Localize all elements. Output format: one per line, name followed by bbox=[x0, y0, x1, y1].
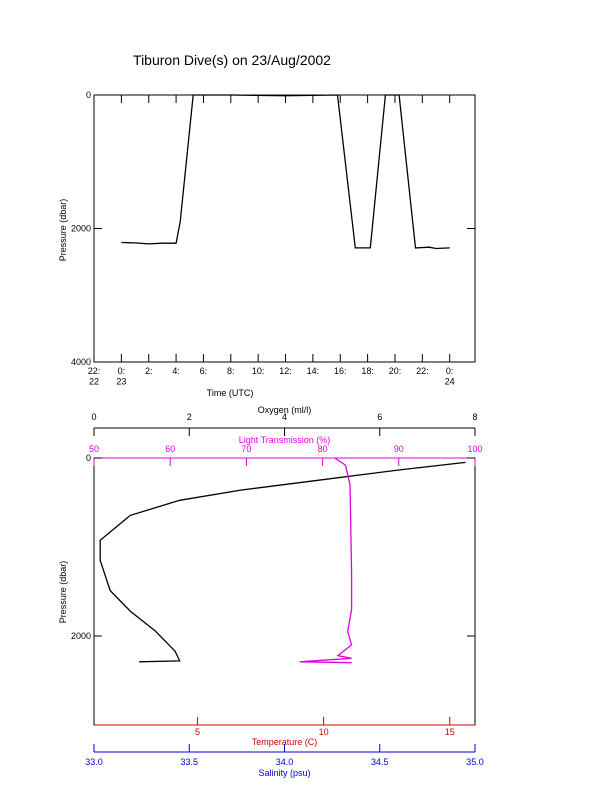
x-tick-label: 0: 24 bbox=[445, 366, 455, 386]
y-tick-label: 2000 bbox=[71, 631, 91, 641]
x-tick-label: 5 bbox=[195, 727, 200, 737]
x-tick-label: 15 bbox=[445, 727, 455, 737]
x-tick-label: 22: 22 bbox=[88, 366, 101, 386]
x-axis-title: Time (UTC) bbox=[207, 388, 254, 398]
data-line bbox=[299, 457, 353, 664]
x-tick-label: 16: bbox=[334, 366, 347, 376]
plot-frame bbox=[93, 94, 476, 363]
x-tick-label: 12: bbox=[279, 366, 292, 376]
x-tick-label: 4 bbox=[282, 412, 287, 422]
x-tick-label: 10: bbox=[252, 366, 265, 376]
x-tick-label: 0: 23 bbox=[116, 366, 126, 386]
y-axis-title: Pressure (dbar) bbox=[58, 561, 68, 624]
x-tick-label: 34.0 bbox=[276, 757, 294, 767]
x-tick-label: 8: bbox=[227, 366, 235, 376]
x-tick-label: 33.5 bbox=[180, 757, 198, 767]
data-line bbox=[121, 94, 450, 250]
y-tick-label: 0 bbox=[86, 453, 91, 463]
x-tick-label: 60 bbox=[165, 444, 175, 454]
x-tick-label: 20: bbox=[389, 366, 402, 376]
data-line bbox=[99, 461, 466, 663]
y-tick-label: 2000 bbox=[71, 224, 91, 234]
x-tick-label: 90 bbox=[394, 444, 404, 454]
x-tick-label: 100 bbox=[467, 444, 482, 454]
x-tick-label: 2: bbox=[145, 366, 153, 376]
chart-title: Tiburon Dive(s) on 23/Aug/2002 bbox=[133, 52, 331, 68]
x-axis-title: Temperature (C) bbox=[252, 737, 318, 747]
x-tick-label: 80 bbox=[318, 444, 328, 454]
x-tick-label: 14: bbox=[307, 366, 320, 376]
x-tick-label: 35.0 bbox=[466, 757, 484, 767]
x-tick-label: 0 bbox=[91, 412, 96, 422]
x-axis-title: Salinity (psu) bbox=[258, 768, 310, 778]
x-axis-title: Oxygen (ml/l) bbox=[258, 405, 312, 415]
x-tick-label: 33.0 bbox=[85, 757, 103, 767]
x-tick-label: 22: bbox=[416, 366, 429, 376]
x-tick-label: 6: bbox=[200, 366, 208, 376]
x-tick-label: 6 bbox=[377, 412, 382, 422]
x-axis-title: Light Transmission (%) bbox=[239, 435, 331, 445]
y-axis-title: Pressure (dbar) bbox=[58, 199, 68, 262]
x-tick-label: 8 bbox=[472, 412, 477, 422]
x-tick-label: 50 bbox=[89, 444, 99, 454]
x-tick-label: 4: bbox=[172, 366, 180, 376]
y-tick-label: 0 bbox=[86, 90, 91, 100]
plot-frame bbox=[93, 457, 476, 726]
x-tick-label: 34.5 bbox=[371, 757, 389, 767]
x-tick-label: 18: bbox=[361, 366, 374, 376]
y-tick-label: 4000 bbox=[71, 357, 91, 367]
x-tick-label: 70 bbox=[241, 444, 251, 454]
x-tick-label: 10 bbox=[319, 727, 329, 737]
x-tick-label: 2 bbox=[187, 412, 192, 422]
